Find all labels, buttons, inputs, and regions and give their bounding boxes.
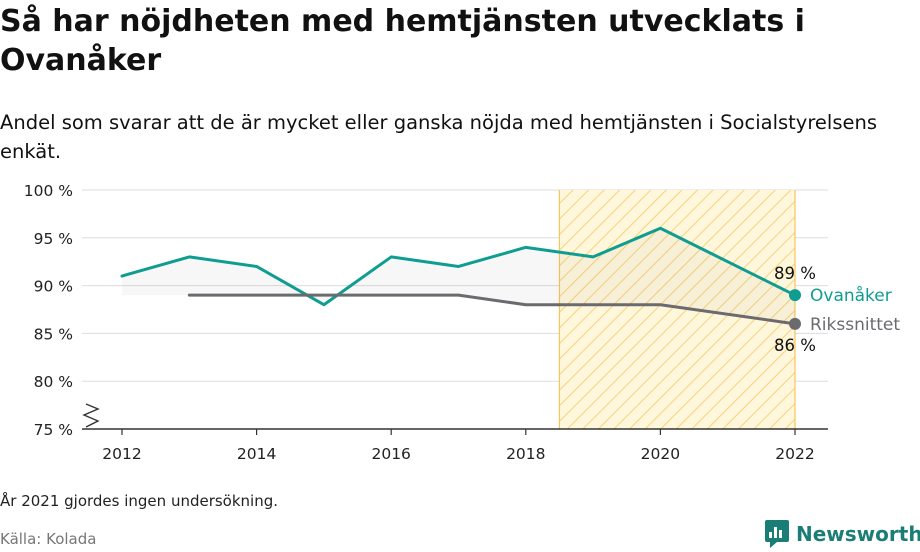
source-text: Källa: Kolada xyxy=(0,530,97,548)
newsworthy-icon xyxy=(765,520,789,548)
x-tick-label: 2016 xyxy=(371,445,410,463)
series-value-label: 89 % xyxy=(774,264,816,283)
series-endpoint-ovan-ker xyxy=(789,289,801,302)
y-tick-label: 85 % xyxy=(34,325,73,343)
x-tick-label: 2022 xyxy=(775,445,814,463)
chart-subtitle: Andel som svarar att de är mycket eller … xyxy=(0,111,878,163)
x-tick-label: 2020 xyxy=(641,445,680,463)
highlight-area xyxy=(559,190,795,429)
newsworthy-logo: Newsworthy xyxy=(764,518,920,550)
y-tick-label: 90 % xyxy=(34,278,73,296)
series-line-rikssnittet xyxy=(187,293,797,326)
footnote: År 2021 gjordes ingen undersökning. xyxy=(0,492,279,510)
series-name-label: Rikssnittet xyxy=(810,315,900,335)
axis-break-icon xyxy=(82,403,100,428)
series-name-label: Ovanåker xyxy=(810,285,892,306)
y-tick-label: 95 % xyxy=(34,230,73,248)
chart-title: Så har nöjdheten med hemtjänsten utveckl… xyxy=(0,4,805,78)
y-tick-label: 100 % xyxy=(24,182,73,200)
difference-area xyxy=(122,228,795,324)
brand-name: Newsworthy xyxy=(796,522,920,546)
x-tick-label: 2018 xyxy=(506,445,545,463)
y-tick-label: 75 % xyxy=(34,421,73,439)
series-endpoint-rikssnittet xyxy=(789,317,801,330)
x-tick-label: 2012 xyxy=(102,445,141,463)
series-value-label: 86 % xyxy=(774,336,816,355)
x-tick-label: 2014 xyxy=(237,445,276,463)
y-tick-label: 80 % xyxy=(34,373,73,391)
series-line-ovan-ker xyxy=(120,226,797,307)
